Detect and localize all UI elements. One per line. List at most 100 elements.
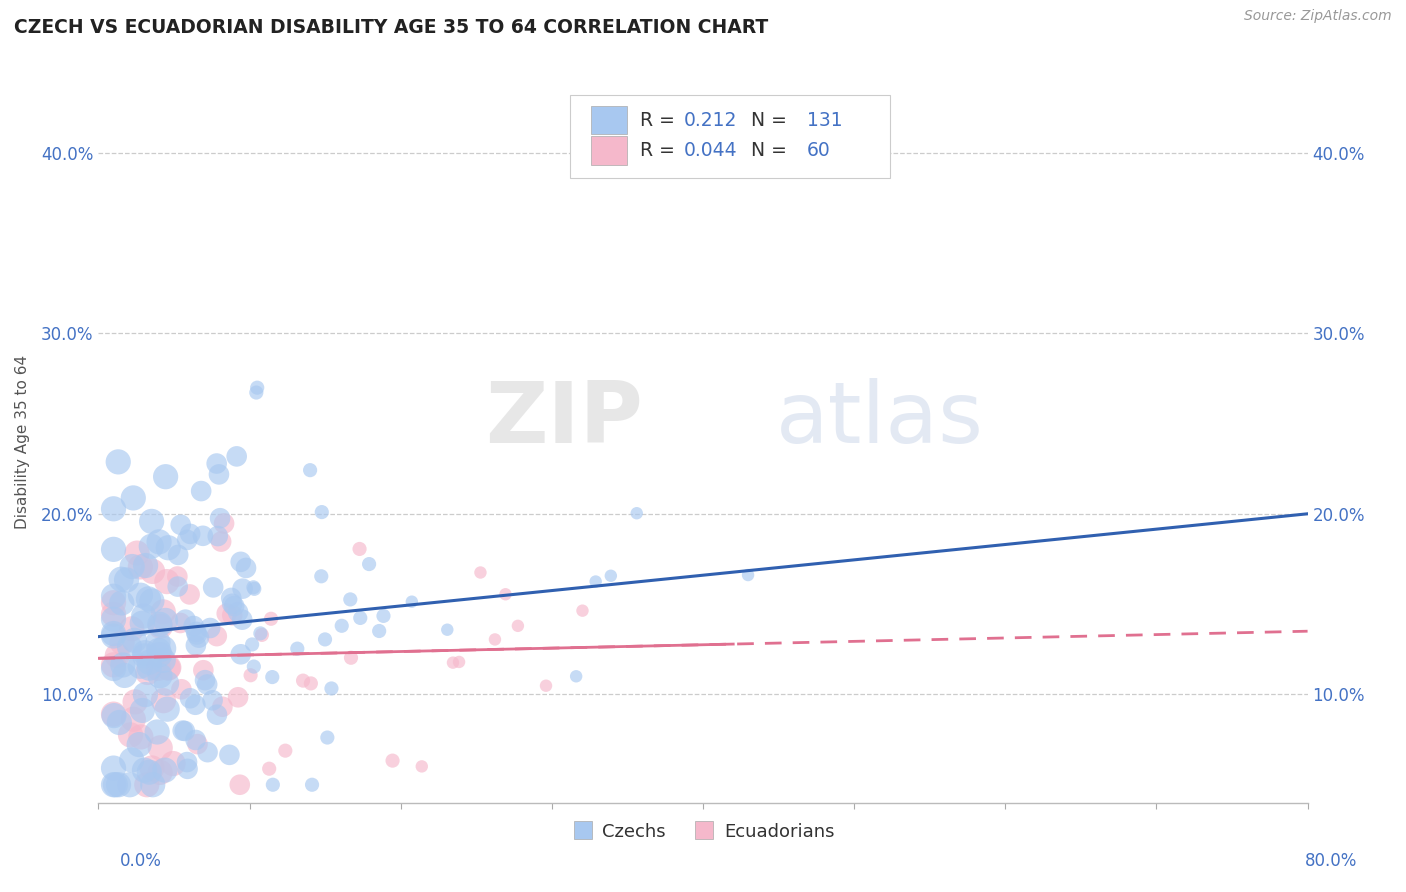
Point: [103, 708, 125, 723]
Point: [103, 661, 125, 675]
Point: [131, 703, 153, 717]
Point: [330, 619, 353, 633]
Point: [208, 467, 231, 482]
Point: [129, 659, 152, 673]
Point: [103, 612, 125, 626]
Point: [142, 778, 165, 792]
Point: [226, 605, 249, 619]
Point: [169, 615, 191, 630]
Point: [146, 725, 169, 739]
Point: [235, 561, 257, 575]
Point: [141, 761, 163, 775]
Point: [152, 653, 174, 667]
Point: [172, 723, 194, 738]
Point: [156, 702, 179, 716]
Point: [114, 668, 136, 682]
Point: [128, 738, 150, 752]
FancyBboxPatch shape: [591, 105, 627, 135]
Point: [202, 580, 225, 594]
Point: [495, 587, 517, 601]
Point: [110, 572, 132, 586]
Point: [737, 568, 759, 582]
Point: [104, 778, 127, 792]
Point: [129, 560, 152, 574]
Text: CZECH VS ECUADORIAN DISABILITY AGE 35 TO 64 CORRELATION CHART: CZECH VS ECUADORIAN DISABILITY AGE 35 TO…: [14, 18, 768, 37]
Point: [142, 565, 165, 579]
Point: [211, 699, 233, 714]
Point: [118, 640, 141, 654]
Point: [162, 756, 184, 771]
Point: [125, 546, 148, 560]
Point: [184, 698, 207, 712]
FancyBboxPatch shape: [569, 95, 890, 178]
Point: [242, 580, 264, 594]
Point: [299, 676, 322, 690]
Point: [108, 715, 131, 730]
Point: [191, 529, 214, 543]
Point: [194, 673, 217, 688]
Point: [134, 646, 156, 660]
Point: [506, 619, 529, 633]
Point: [149, 765, 172, 780]
Point: [157, 661, 180, 675]
Point: [224, 599, 246, 613]
Point: [311, 569, 333, 583]
Point: [121, 622, 143, 636]
Text: atlas: atlas: [776, 378, 984, 461]
Point: [301, 778, 323, 792]
Point: [170, 682, 193, 697]
Point: [176, 533, 198, 547]
Point: [243, 582, 266, 596]
Point: [285, 641, 308, 656]
Point: [115, 573, 138, 587]
Point: [245, 385, 267, 400]
Point: [149, 740, 172, 755]
Point: [155, 614, 177, 628]
Point: [149, 648, 172, 662]
Point: [132, 609, 155, 624]
Point: [129, 588, 152, 602]
Point: [411, 759, 433, 773]
Point: [103, 626, 125, 640]
Legend: Czechs, Ecuadorians: Czechs, Ecuadorians: [564, 815, 842, 848]
Point: [193, 663, 215, 677]
Point: [207, 529, 229, 543]
Point: [120, 728, 142, 742]
Text: 60: 60: [807, 141, 831, 160]
Point: [107, 455, 129, 469]
Point: [176, 755, 198, 769]
Point: [321, 681, 343, 696]
Point: [103, 542, 125, 557]
Point: [260, 612, 283, 626]
Text: 80.0%: 80.0%: [1305, 852, 1357, 870]
Point: [122, 712, 145, 726]
Point: [121, 559, 143, 574]
Point: [484, 632, 506, 647]
Text: R =: R =: [640, 141, 681, 160]
Point: [231, 613, 253, 627]
Text: Source: ZipAtlas.com: Source: ZipAtlas.com: [1244, 9, 1392, 23]
Point: [149, 669, 172, 683]
Point: [190, 484, 212, 499]
Point: [173, 723, 195, 738]
Point: [121, 753, 143, 767]
Point: [626, 506, 648, 520]
Point: [534, 679, 557, 693]
Point: [167, 548, 190, 562]
Point: [135, 778, 157, 792]
Point: [103, 778, 125, 792]
Text: N =: N =: [740, 141, 793, 160]
Point: [221, 597, 243, 611]
Point: [152, 641, 174, 656]
Point: [565, 669, 588, 683]
Point: [212, 516, 235, 531]
Point: [257, 762, 280, 776]
Point: [179, 691, 201, 706]
Point: [274, 744, 297, 758]
Point: [314, 632, 336, 647]
Point: [103, 657, 125, 672]
Point: [198, 621, 221, 635]
Point: [134, 688, 156, 702]
Point: [441, 656, 464, 670]
Point: [184, 733, 207, 747]
